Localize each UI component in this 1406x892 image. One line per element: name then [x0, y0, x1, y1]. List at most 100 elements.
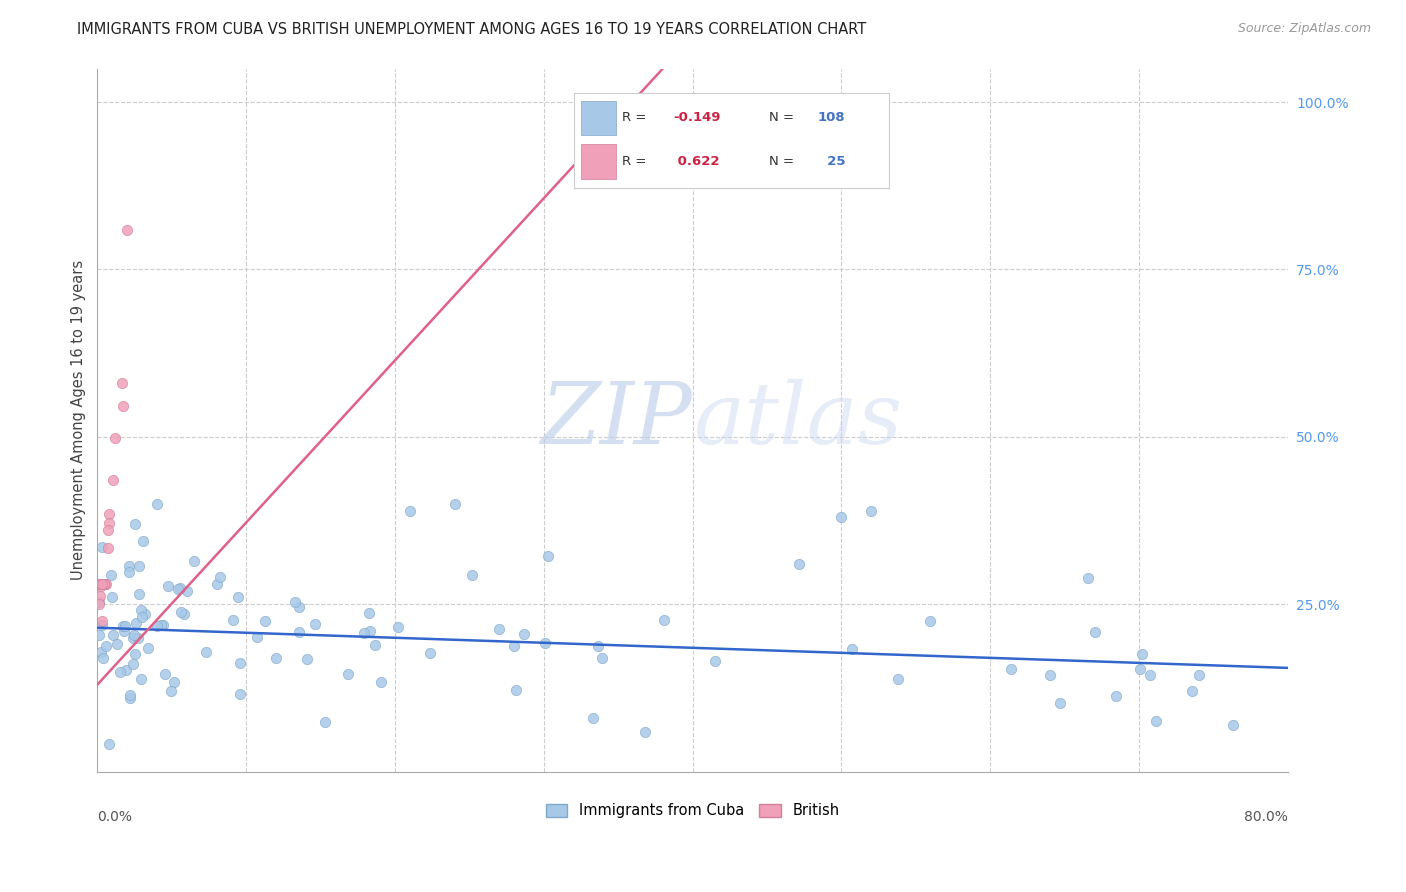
Text: ZIP: ZIP: [541, 379, 693, 461]
Point: [461, 567, 484, 582]
Point: [304, 616, 326, 631]
Point: [841, 641, 863, 656]
Point: [364, 638, 387, 652]
Point: [264, 650, 287, 665]
Point: [105, 637, 128, 651]
Point: [353, 626, 375, 640]
Point: [1049, 696, 1071, 710]
Point: [114, 624, 136, 639]
Point: [295, 652, 318, 666]
Point: [152, 617, 174, 632]
Point: [160, 684, 183, 698]
Point: [136, 641, 159, 656]
Point: [1130, 647, 1153, 661]
Point: [153, 667, 176, 681]
Point: [87, 628, 110, 642]
Point: [97, 507, 120, 521]
Point: [131, 610, 153, 624]
Point: [87, 595, 110, 609]
Point: [399, 503, 422, 517]
Point: [591, 650, 613, 665]
Point: [120, 688, 142, 702]
Point: [652, 614, 675, 628]
Point: [288, 599, 311, 614]
Point: [314, 714, 336, 729]
Point: [100, 590, 122, 604]
Point: [111, 399, 134, 413]
Point: [118, 559, 141, 574]
Point: [157, 579, 180, 593]
Point: [254, 614, 277, 628]
Point: [90, 645, 112, 659]
Point: [918, 614, 941, 628]
Point: [90, 579, 112, 593]
Point: [89, 577, 111, 591]
Point: [228, 590, 250, 604]
Point: [122, 657, 145, 671]
Point: [115, 223, 138, 237]
Y-axis label: Unemployment Among Ages 16 to 19 years: Unemployment Among Ages 16 to 19 years: [72, 260, 86, 580]
Point: [183, 554, 205, 568]
Point: [860, 503, 883, 517]
Point: [1077, 571, 1099, 585]
Point: [150, 618, 173, 632]
Point: [582, 711, 605, 725]
Point: [90, 614, 112, 628]
Point: [207, 577, 229, 591]
Point: [91, 651, 114, 665]
Legend: Immigrants from Cuba, British: Immigrants from Cuba, British: [540, 797, 845, 824]
Text: Source: ZipAtlas.com: Source: ZipAtlas.com: [1237, 22, 1371, 36]
Text: atlas: atlas: [693, 379, 901, 461]
Point: [1180, 683, 1202, 698]
Point: [534, 635, 557, 649]
Point: [146, 497, 169, 511]
Point: [91, 577, 114, 591]
Point: [89, 589, 111, 603]
Point: [108, 665, 131, 679]
Point: [163, 675, 186, 690]
Point: [387, 620, 409, 634]
Point: [176, 584, 198, 599]
Point: [443, 497, 465, 511]
Point: [114, 619, 136, 633]
Point: [89, 577, 111, 591]
Point: [1038, 668, 1060, 682]
Point: [93, 577, 115, 591]
Point: [97, 541, 120, 555]
Point: [128, 586, 150, 600]
Point: [90, 577, 112, 591]
Point: [127, 631, 149, 645]
Point: [173, 607, 195, 621]
Point: [229, 656, 252, 670]
Point: [90, 577, 112, 591]
Point: [118, 690, 141, 705]
Point: [505, 682, 527, 697]
Point: [246, 630, 269, 644]
Point: [100, 568, 122, 582]
Point: [132, 533, 155, 548]
Point: [111, 376, 134, 390]
Point: [1105, 689, 1128, 703]
Point: [98, 516, 121, 531]
Point: [103, 473, 125, 487]
Point: [101, 628, 124, 642]
Point: [169, 582, 191, 596]
Point: [125, 615, 148, 630]
Point: [419, 646, 441, 660]
Point: [94, 639, 117, 653]
Text: 80.0%: 80.0%: [1244, 810, 1288, 824]
Point: [90, 540, 112, 554]
Point: [488, 622, 510, 636]
Point: [90, 577, 112, 591]
Point: [586, 639, 609, 653]
Point: [94, 577, 117, 591]
Point: [1139, 668, 1161, 682]
Point: [98, 737, 121, 751]
Text: IMMIGRANTS FROM CUBA VS BRITISH UNEMPLOYMENT AMONG AGES 16 TO 19 YEARS CORRELATI: IMMIGRANTS FROM CUBA VS BRITISH UNEMPLOY…: [77, 22, 866, 37]
Point: [830, 510, 852, 524]
Point: [513, 626, 536, 640]
Point: [87, 597, 110, 611]
Point: [90, 577, 112, 591]
Point: [91, 617, 114, 632]
Point: [1129, 662, 1152, 676]
